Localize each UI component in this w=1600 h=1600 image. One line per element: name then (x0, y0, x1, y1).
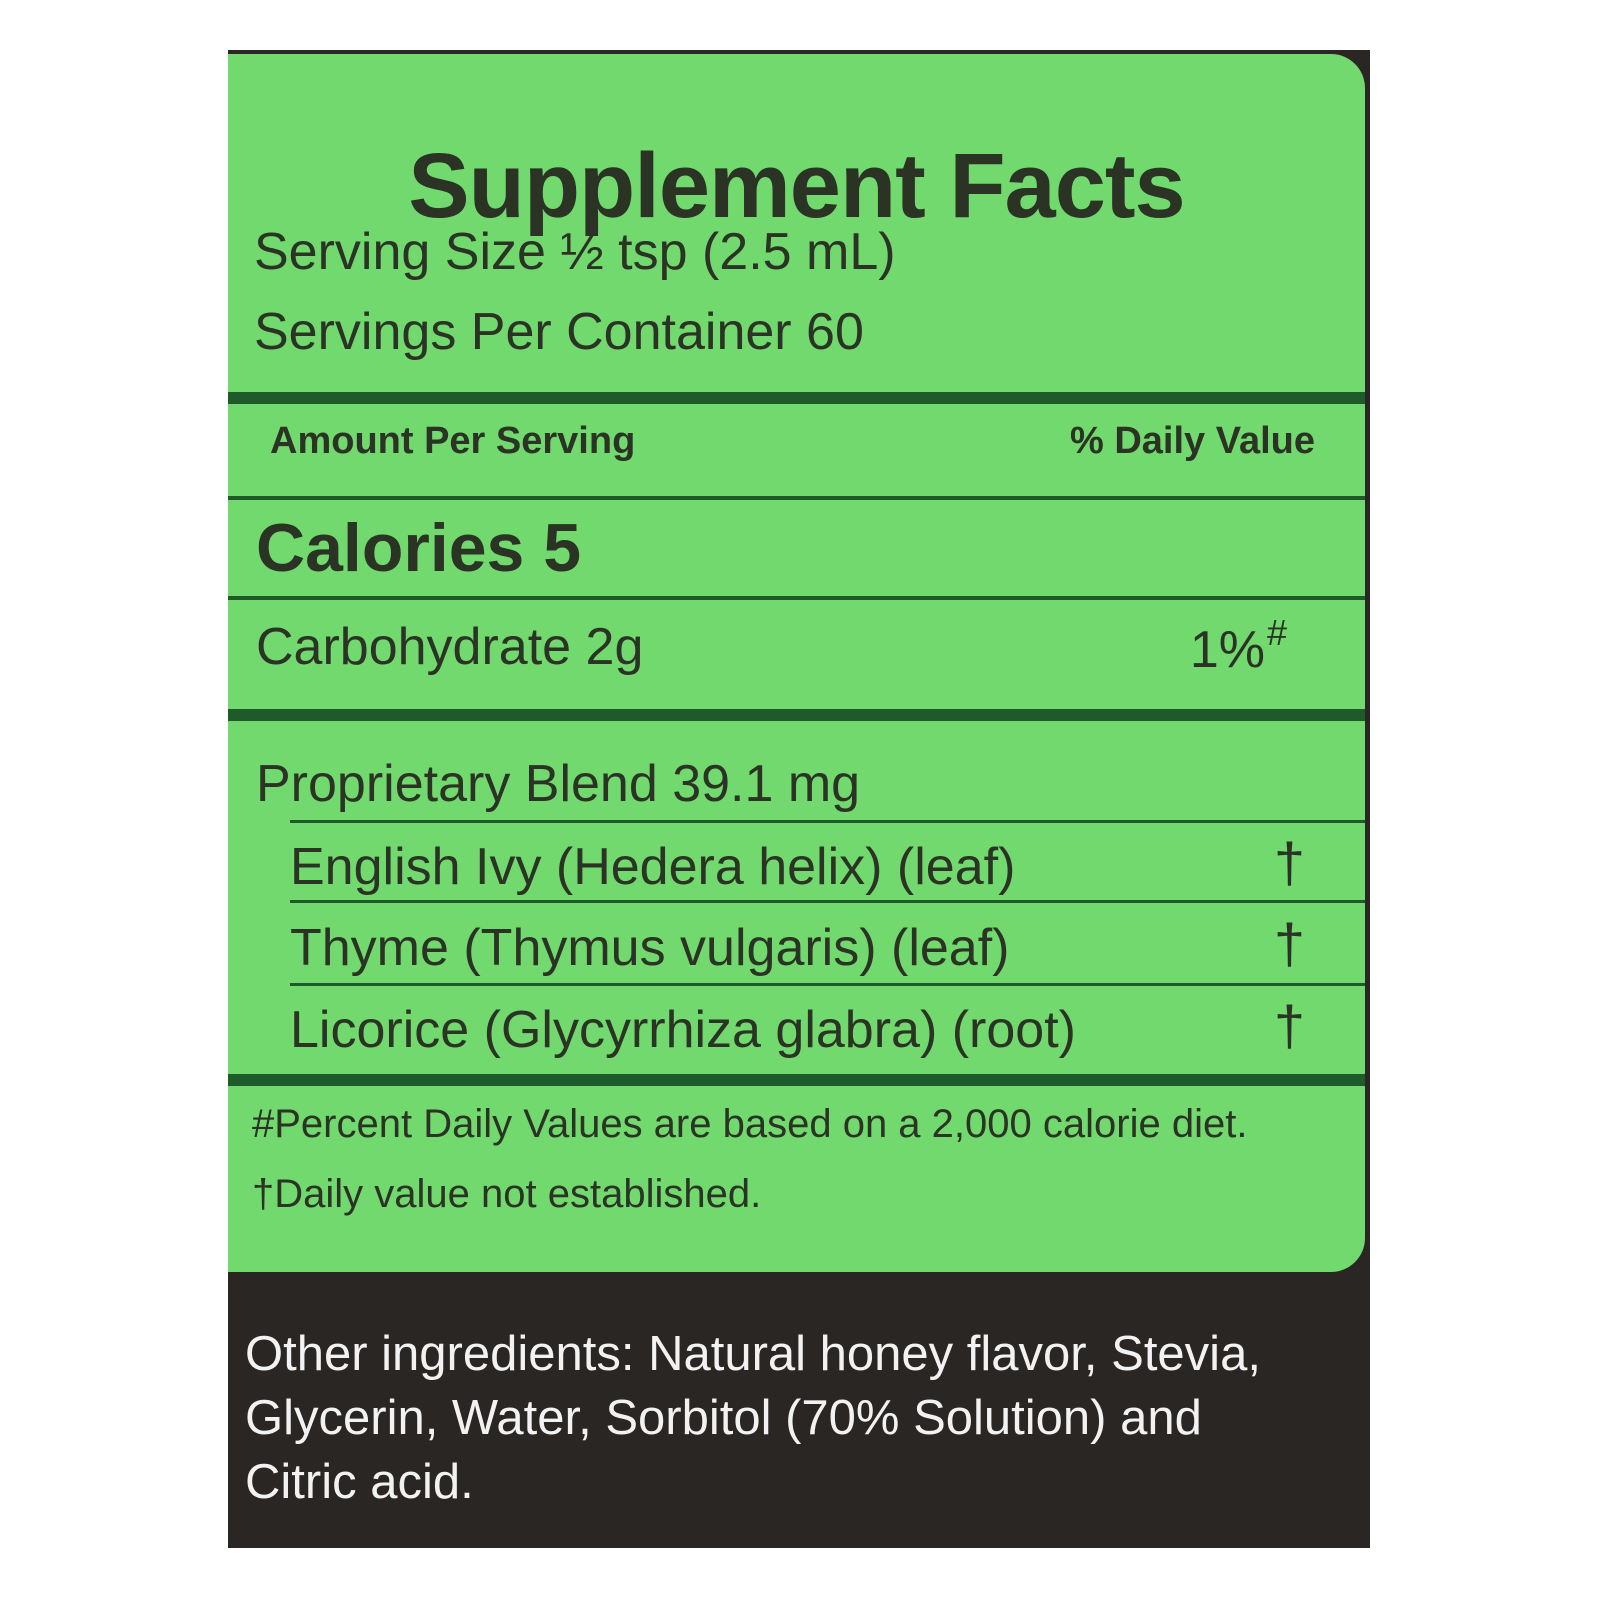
blend-name: Proprietary Blend 39.1 mg (256, 755, 861, 813)
divider (290, 900, 1365, 903)
supplement-facts-panel: Supplement Facts Serving Size ½ tsp (2.5… (228, 54, 1365, 1272)
divider (228, 596, 1365, 600)
footnote-daily-values: #Percent Daily Values are based on a 2,0… (252, 1102, 1248, 1146)
divider (290, 820, 1365, 823)
dagger-mark: † (1273, 912, 1305, 975)
nutrient-dv-mark: # (1266, 612, 1287, 653)
calories: Calories 5 (256, 510, 582, 586)
other-ingredients: Other ingredients: Natural honey flavor,… (245, 1327, 1261, 1509)
serving-size: Serving Size ½ tsp (2.5 mL) (254, 223, 896, 281)
panel-title: Supplement Facts (408, 135, 1185, 237)
thick-divider (228, 709, 1365, 721)
divider (290, 983, 1365, 986)
ingredient-name: Thyme (Thymus vulgaris) (leaf) (290, 919, 1010, 977)
ingredient-name: Licorice (Glycyrrhiza glabra) (root) (290, 1001, 1076, 1059)
dagger-mark: † (1273, 831, 1305, 894)
divider (228, 496, 1365, 500)
nutrient-name: Carbohydrate 2g (256, 618, 644, 676)
daily-value-header: % Daily Value (1069, 420, 1315, 462)
thick-divider (228, 1074, 1365, 1086)
footnote-dagger: †Daily value not established. (252, 1172, 762, 1216)
thick-divider (228, 392, 1365, 404)
servings-per-container: Servings Per Container 60 (254, 303, 864, 361)
amount-per-serving-header: Amount Per Serving (270, 420, 636, 462)
dagger-mark: † (1273, 994, 1305, 1057)
nutrient-dv: 1% (1189, 621, 1265, 679)
ingredient-name: English Ivy (Hedera helix) (leaf) (290, 838, 1016, 896)
